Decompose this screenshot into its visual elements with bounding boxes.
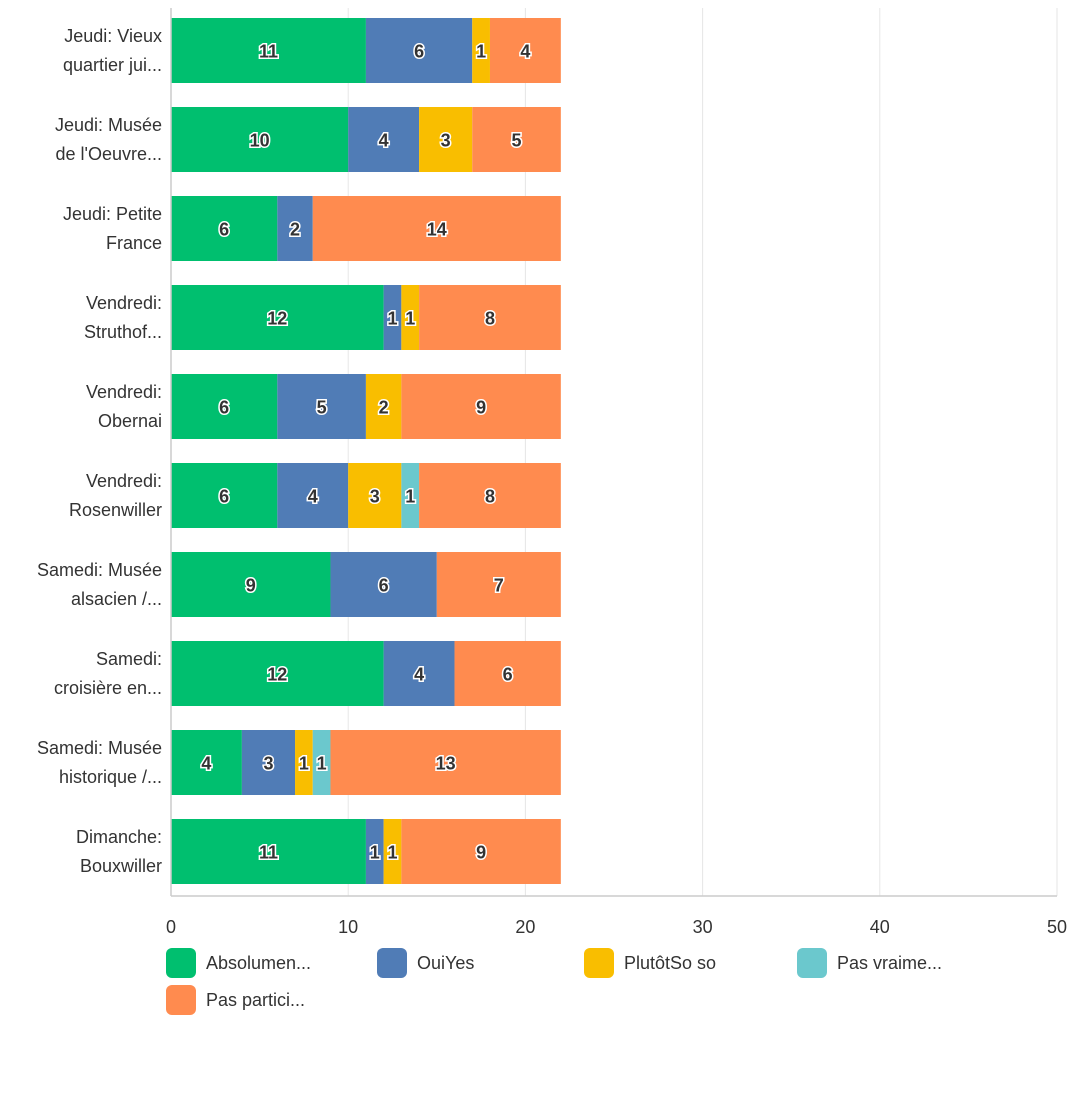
bars (171, 18, 561, 884)
legend-item[interactable]: Pas vraime... (797, 948, 942, 978)
data-label: 6 (219, 487, 229, 507)
data-label: 6 (219, 220, 229, 240)
legend-item[interactable]: OuiYes (377, 948, 474, 978)
data-label: 4 (379, 131, 389, 151)
data-label: 11 (259, 843, 278, 863)
data-label: 3 (441, 131, 451, 151)
data-label: 12 (267, 665, 287, 685)
data-label: 3 (263, 754, 273, 774)
category-label: Vendredi: (86, 382, 162, 402)
data-label: 8 (485, 309, 495, 329)
data-label: 2 (290, 220, 300, 240)
data-label: 5 (512, 131, 522, 151)
data-label: 9 (476, 398, 486, 418)
data-label: 1 (317, 754, 327, 774)
data-label: 3 (370, 487, 380, 507)
data-label: 8 (485, 487, 495, 507)
data-label: 4 (201, 754, 211, 774)
stacked-bar-chart: Jeudi: Vieux quartier jui... Jeudi: Musée d… (0, 0, 1073, 940)
data-label: 1 (370, 843, 380, 863)
data-label: 6 (503, 665, 513, 685)
legend-label: PlutôtSo so (624, 953, 716, 974)
category-label: Dimanche: (76, 827, 162, 847)
x-tick-label: 30 (693, 917, 713, 937)
category-label: Samedi: (96, 649, 162, 669)
legend-item[interactable]: Pas partici... (166, 985, 305, 1015)
x-tick-label: 50 (1047, 917, 1067, 937)
category-label: France (106, 233, 162, 253)
data-label: 14 (427, 220, 447, 240)
legend-swatch (377, 948, 407, 978)
category-label: de l'Oeuvre... (56, 144, 163, 164)
data-label: 6 (414, 42, 424, 62)
data-label: 1 (299, 754, 309, 774)
category-label: Jeudi: Vieux (64, 26, 162, 46)
data-label: 9 (246, 576, 256, 596)
data-label: 12 (267, 309, 287, 329)
data-label: 4 (520, 42, 530, 62)
x-tick-label: 10 (338, 917, 358, 937)
data-label: 1 (387, 309, 397, 329)
data-label: 1 (387, 843, 397, 863)
x-tick-label: 40 (870, 917, 890, 937)
data-label: 6 (219, 398, 229, 418)
legend-swatch (166, 948, 196, 978)
data-label: 5 (317, 398, 327, 418)
legend-label: Pas vraime... (837, 953, 942, 974)
x-tick-label: 0 (166, 917, 176, 937)
legend-item[interactable]: PlutôtSo so (584, 948, 716, 978)
data-label: 6 (379, 576, 389, 596)
data-label: 1 (405, 487, 415, 507)
legend-label: Pas partici... (206, 990, 305, 1011)
category-label: Rosenwiller (69, 500, 162, 520)
category-label: quartier jui... (63, 55, 162, 75)
data-label: 11 (259, 42, 278, 62)
legend-swatch (584, 948, 614, 978)
category-label: Struthof... (84, 322, 162, 342)
category-label: Jeudi: Petite (63, 204, 162, 224)
category-label: alsacien /... (71, 589, 162, 609)
data-label: 1 (476, 42, 486, 62)
legend-swatch (797, 948, 827, 978)
category-label: Vendredi: (86, 471, 162, 491)
category-label: Obernai (98, 411, 162, 431)
data-label: 2 (379, 398, 389, 418)
legend-item[interactable]: Absolumen... (166, 948, 311, 978)
legend-label: Absolumen... (206, 953, 311, 974)
data-label: 4 (308, 487, 318, 507)
data-label: 9 (476, 843, 486, 863)
data-label: 7 (494, 576, 504, 596)
data-label: 13 (436, 754, 456, 774)
category-label: Samedi: Musée (37, 560, 162, 580)
legend-swatch (166, 985, 196, 1015)
x-tick-label: 20 (515, 917, 535, 937)
category-label: Jeudi: Musée (55, 115, 162, 135)
legend-label: OuiYes (417, 953, 474, 974)
category-label: Bouxwiller (80, 856, 162, 876)
x-tick-labels: 0 10 20 30 40 50 (166, 917, 1067, 937)
category-label: Samedi: Musée (37, 738, 162, 758)
category-label: croisière en... (54, 678, 162, 698)
category-labels: Jeudi: Vieux quartier jui... Jeudi: Musée d… (37, 26, 162, 876)
data-label: 1 (405, 309, 415, 329)
data-label: 4 (414, 665, 424, 685)
category-label: Vendredi: (86, 293, 162, 313)
category-label: historique /... (59, 767, 162, 787)
data-label: 10 (250, 131, 270, 151)
